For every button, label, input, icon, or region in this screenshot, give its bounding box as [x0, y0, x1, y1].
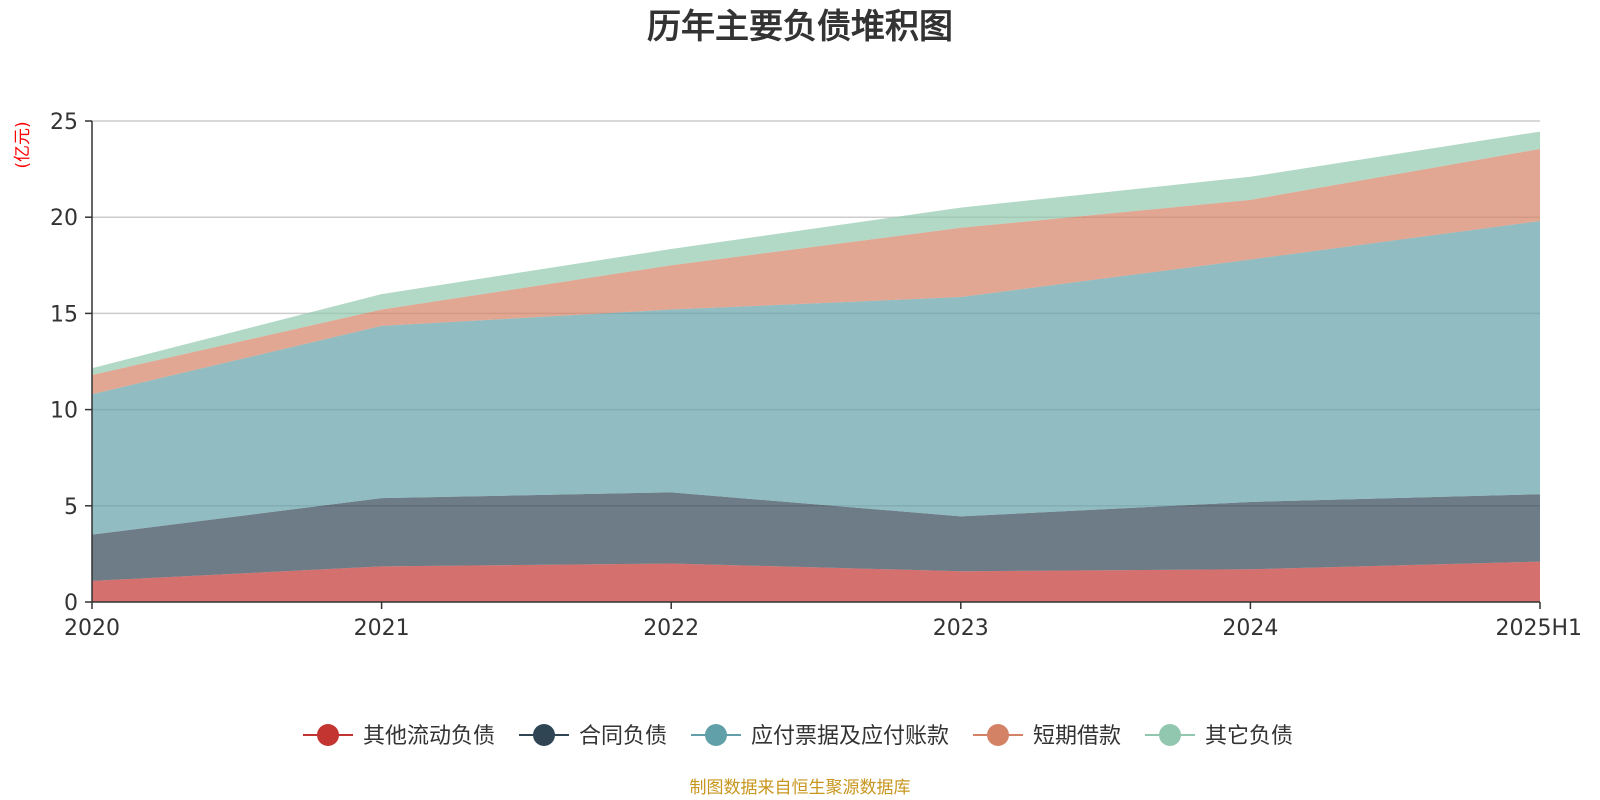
area-5[interactable] — [92, 131, 1540, 375]
y-tick-label: 25 — [50, 110, 78, 135]
data-source-note: 制图数据来自恒生聚源数据库 — [690, 778, 911, 798]
legend-item-3[interactable]: 应付票据及应付账款 — [691, 724, 949, 749]
y-tick-label: 20 — [50, 206, 78, 231]
legend-label: 其他流动负债 — [363, 724, 495, 749]
legend-marker — [705, 724, 727, 746]
legend[interactable]: 其他流动负债 合同负债 应付票据及应付账款 短期借款 其它负债 — [303, 724, 1293, 749]
legend-label: 合同负债 — [579, 724, 667, 749]
area-1[interactable] — [92, 561, 1540, 602]
legend-item-5[interactable]: 其它负债 — [1145, 724, 1293, 749]
x-tick-label: 2023 — [933, 616, 989, 641]
legend-marker — [987, 724, 1009, 746]
y-tick-label: 15 — [50, 302, 78, 327]
legend-item-2[interactable]: 合同负债 — [519, 724, 667, 749]
legend-marker — [533, 724, 555, 746]
area-3[interactable] — [92, 221, 1540, 535]
legend-label: 短期借款 — [1033, 724, 1121, 749]
x-tick-label: 2024 — [1222, 616, 1278, 641]
y-axis-unit: (亿元) — [13, 121, 33, 168]
x-tick-label: 2022 — [643, 616, 699, 641]
legend-item-4[interactable]: 短期借款 — [973, 724, 1121, 749]
y-tick-label: 10 — [50, 399, 78, 424]
area-series — [92, 131, 1540, 602]
axes: 0 5 10 15 20 25 2020 2021 2022 2023 2024 2025H1 — [50, 110, 1582, 641]
x-tick-label: 2021 — [354, 616, 410, 641]
legend-marker — [317, 724, 339, 746]
legend-label: 其它负债 — [1205, 724, 1293, 749]
legend-label: 应付票据及应付账款 — [751, 724, 949, 749]
legend-item-1[interactable]: 其他流动负债 — [303, 724, 495, 749]
x-tick-label: 2020 — [64, 616, 120, 641]
y-tick-label: 0 — [64, 591, 78, 616]
area-2[interactable] — [92, 492, 1540, 581]
legend-marker — [1159, 724, 1181, 746]
y-tick-label: 5 — [64, 495, 78, 520]
chart-title: 历年主要负债堆积图 — [647, 7, 953, 47]
area-4[interactable] — [92, 148, 1540, 395]
x-tick-label: 2025H1 — [1495, 616, 1582, 641]
